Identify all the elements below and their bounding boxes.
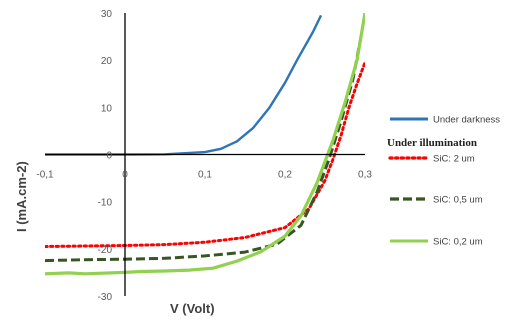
y-axis-title: I (mA.cm-2): [14, 161, 29, 232]
y-tick-label: 30: [101, 9, 113, 20]
x-tick-label: -0,1: [36, 170, 54, 181]
series-line-sic-0-5-um: [45, 36, 363, 263]
series-line-under-darkness: [45, 14, 323, 156]
y-tick-label: 0: [106, 151, 112, 162]
series-line-sic-2-um: [45, 61, 365, 248]
legend-label-under-darkness: Under darkness: [433, 115, 500, 126]
legend: Under darkness Under illumination SiC: 2…: [387, 115, 500, 248]
x-axis-title: V (Volt): [170, 301, 215, 316]
y-tick-label: -30: [98, 292, 113, 303]
legend-label-sic-2-um: SiC: 2 um: [433, 154, 475, 165]
legend-label-sic-0-2-um: SiC: 0,2 um: [433, 237, 483, 248]
x-tick-label: 0,2: [278, 170, 292, 181]
legend-items-illumination: SiC: 2 um SiC: 0,5 um SiC: 0,2 um: [388, 154, 483, 248]
tick-labels: -0,1 0 0,1 0,2 0,3 30 20 10 0 -10 -20 -30: [36, 9, 372, 303]
legend-item-under-darkness: Under darkness: [390, 115, 500, 126]
y-tick-label: -10: [98, 198, 113, 209]
plot-curves: [45, 13, 365, 276]
series-line-sic-0-2-um: [45, 13, 365, 276]
x-tick-label: 0,3: [358, 170, 372, 181]
legend-label-sic-0-5-um: SiC: 0,5 um: [433, 195, 483, 206]
y-tick-label: -20: [98, 245, 113, 256]
axes: [45, 13, 365, 296]
y-tick-label: 10: [101, 103, 113, 114]
x-tick-label: 0,1: [198, 170, 212, 181]
y-tick-label: 20: [101, 56, 113, 67]
legend-heading-under-illumination: Under illumination: [387, 137, 477, 149]
x-tick-label: 0: [122, 170, 128, 181]
